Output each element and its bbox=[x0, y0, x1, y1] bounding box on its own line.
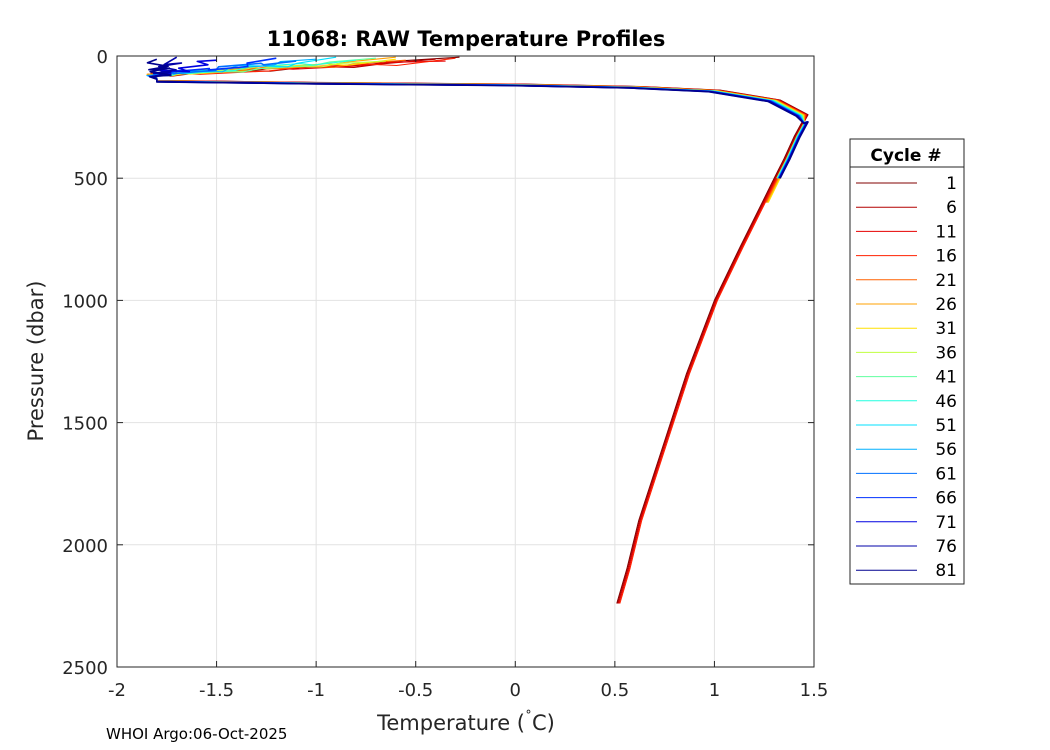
legend-label-46: 46 bbox=[935, 392, 957, 412]
legend-label-76: 76 bbox=[935, 537, 957, 557]
plot-area bbox=[117, 56, 814, 667]
legend-label-36: 36 bbox=[935, 343, 957, 363]
legend-label-26: 26 bbox=[935, 295, 957, 315]
x-tick-label: 0.5 bbox=[601, 680, 630, 701]
legend-label-66: 66 bbox=[935, 489, 957, 509]
grid bbox=[117, 56, 814, 667]
legend-label-31: 31 bbox=[935, 319, 957, 339]
y-tick-label: 1000 bbox=[62, 291, 108, 312]
series-line-cycle-81 bbox=[146, 58, 809, 179]
chart-title: 11068: RAW Temperature Profiles bbox=[267, 27, 666, 51]
legend-title: Cycle # bbox=[870, 146, 941, 166]
legend-label-71: 71 bbox=[935, 513, 957, 533]
y-tick-label: 1500 bbox=[62, 414, 108, 435]
legend-label-41: 41 bbox=[935, 368, 957, 388]
y-axis-ticks: 0 500 1000 1500 2000 2500 bbox=[62, 47, 814, 679]
legend-label-1: 1 bbox=[946, 174, 957, 194]
x-tick-label: 1 bbox=[709, 680, 720, 701]
legend-label-61: 61 bbox=[935, 464, 957, 484]
legend-label-81: 81 bbox=[935, 561, 957, 581]
x-tick-label: -1.5 bbox=[199, 680, 234, 701]
legend-label-11: 11 bbox=[935, 222, 957, 242]
legend-label-16: 16 bbox=[935, 247, 957, 267]
legend-box bbox=[849, 138, 965, 585]
legend-label-51: 51 bbox=[935, 416, 957, 436]
y-tick-label: 500 bbox=[74, 169, 108, 190]
legend-label-21: 21 bbox=[935, 271, 957, 291]
y-tick-label: 0 bbox=[97, 47, 108, 68]
x-tick-label: 0 bbox=[510, 680, 521, 701]
x-axis-label: Temperature (˚C) bbox=[376, 709, 555, 735]
x-tick-label: -2 bbox=[108, 680, 126, 701]
y-tick-label: 2000 bbox=[62, 536, 108, 557]
y-tick-label: 2500 bbox=[62, 658, 108, 679]
series-lines bbox=[146, 56, 809, 604]
footer-stamp: WHOI Argo:06-Oct-2025 bbox=[106, 725, 288, 743]
x-tick-label: -0.5 bbox=[398, 680, 433, 701]
plot-frame bbox=[116, 55, 815, 668]
legend-label-6: 6 bbox=[946, 198, 957, 218]
y-axis-label: Pressure (dbar) bbox=[24, 281, 48, 442]
legend-label-56: 56 bbox=[935, 440, 957, 460]
x-tick-label: 1.5 bbox=[800, 680, 829, 701]
x-axis-ticks: -2 -1.5 -1 -0.5 0 0.5 1 1.5 bbox=[108, 56, 828, 701]
x-tick-label: -1 bbox=[307, 680, 325, 701]
